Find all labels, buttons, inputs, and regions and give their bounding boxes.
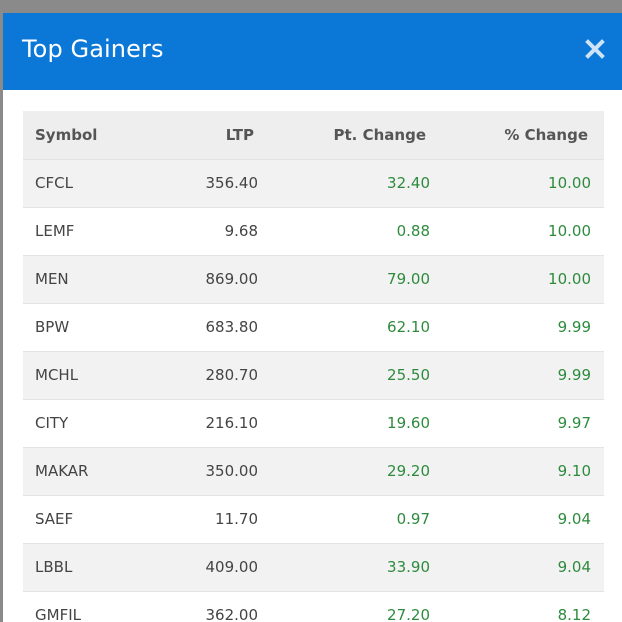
gainers-table-container[interactable]: Symbol LTP Pt. Change % Change CFCL 356.… bbox=[23, 111, 604, 622]
cell-pt-change: 27.20 bbox=[258, 591, 430, 622]
cell-ltp: 280.70 bbox=[153, 351, 258, 400]
table-row[interactable]: LEMF 9.68 0.88 10.00 bbox=[23, 207, 604, 256]
cell-pt-change: 25.50 bbox=[258, 351, 430, 400]
column-header-symbol[interactable]: Symbol bbox=[23, 111, 153, 160]
cell-pt-change: 33.90 bbox=[258, 543, 430, 592]
cell-ltp: 362.00 bbox=[153, 591, 258, 622]
cell-pct-change: 9.99 bbox=[430, 303, 604, 352]
table-body: CFCL 356.40 32.40 10.00 LEMF 9.68 0.88 1… bbox=[23, 159, 604, 622]
cell-symbol: LEMF bbox=[23, 207, 153, 256]
column-header-pt-change[interactable]: Pt. Change bbox=[258, 111, 430, 160]
table-row[interactable]: MAKAR 350.00 29.20 9.10 bbox=[23, 447, 604, 496]
cell-ltp: 350.00 bbox=[153, 447, 258, 496]
cell-symbol: SAEF bbox=[23, 495, 153, 544]
cell-symbol: BPW bbox=[23, 303, 153, 352]
modal-title: Top Gainers bbox=[22, 35, 164, 63]
table-row[interactable]: GMFIL 362.00 27.20 8.12 bbox=[23, 591, 604, 622]
table-row[interactable]: BPW 683.80 62.10 9.99 bbox=[23, 303, 604, 352]
cell-symbol: GMFIL bbox=[23, 591, 153, 622]
table-header: Symbol LTP Pt. Change % Change bbox=[23, 111, 604, 160]
close-icon bbox=[585, 39, 605, 59]
cell-ltp: 409.00 bbox=[153, 543, 258, 592]
column-header-pct-change[interactable]: % Change bbox=[430, 111, 604, 160]
cell-symbol: MCHL bbox=[23, 351, 153, 400]
header-row: Symbol LTP Pt. Change % Change bbox=[23, 111, 604, 160]
table-row[interactable]: CITY 216.10 19.60 9.97 bbox=[23, 399, 604, 448]
cell-ltp: 216.10 bbox=[153, 399, 258, 448]
cell-symbol: CITY bbox=[23, 399, 153, 448]
cell-pct-change: 8.12 bbox=[430, 591, 604, 622]
cell-pct-change: 10.00 bbox=[430, 255, 604, 304]
cell-ltp: 11.70 bbox=[153, 495, 258, 544]
cell-ltp: 683.80 bbox=[153, 303, 258, 352]
cell-pct-change: 9.04 bbox=[430, 495, 604, 544]
table-row[interactable]: CFCL 356.40 32.40 10.00 bbox=[23, 159, 604, 208]
table-row[interactable]: LBBL 409.00 33.90 9.04 bbox=[23, 543, 604, 592]
table-row[interactable]: SAEF 11.70 0.97 9.04 bbox=[23, 495, 604, 544]
cell-pct-change: 10.00 bbox=[430, 159, 604, 208]
cell-pt-change: 32.40 bbox=[258, 159, 430, 208]
cell-symbol: CFCL bbox=[23, 159, 153, 208]
cell-pct-change: 9.10 bbox=[430, 447, 604, 496]
cell-pt-change: 19.60 bbox=[258, 399, 430, 448]
gainers-table: Symbol LTP Pt. Change % Change CFCL 356.… bbox=[23, 111, 604, 622]
modal-header: Top Gainers bbox=[3, 13, 622, 90]
table-row[interactable]: MEN 869.00 79.00 10.00 bbox=[23, 255, 604, 304]
close-button[interactable] bbox=[585, 39, 605, 59]
cell-ltp: 356.40 bbox=[153, 159, 258, 208]
cell-pct-change: 9.99 bbox=[430, 351, 604, 400]
cell-symbol: MAKAR bbox=[23, 447, 153, 496]
cell-pt-change: 29.20 bbox=[258, 447, 430, 496]
cell-symbol: LBBL bbox=[23, 543, 153, 592]
cell-pct-change: 9.97 bbox=[430, 399, 604, 448]
top-gainers-modal: Top Gainers Symbol LTP Pt. Change % Chan… bbox=[3, 13, 622, 622]
cell-pct-change: 9.04 bbox=[430, 543, 604, 592]
cell-pt-change: 79.00 bbox=[258, 255, 430, 304]
cell-ltp: 9.68 bbox=[153, 207, 258, 256]
cell-pt-change: 0.97 bbox=[258, 495, 430, 544]
table-row[interactable]: MCHL 280.70 25.50 9.99 bbox=[23, 351, 604, 400]
cell-ltp: 869.00 bbox=[153, 255, 258, 304]
cell-pt-change: 0.88 bbox=[258, 207, 430, 256]
cell-pct-change: 10.00 bbox=[430, 207, 604, 256]
cell-symbol: MEN bbox=[23, 255, 153, 304]
column-header-ltp[interactable]: LTP bbox=[153, 111, 258, 160]
cell-pt-change: 62.10 bbox=[258, 303, 430, 352]
